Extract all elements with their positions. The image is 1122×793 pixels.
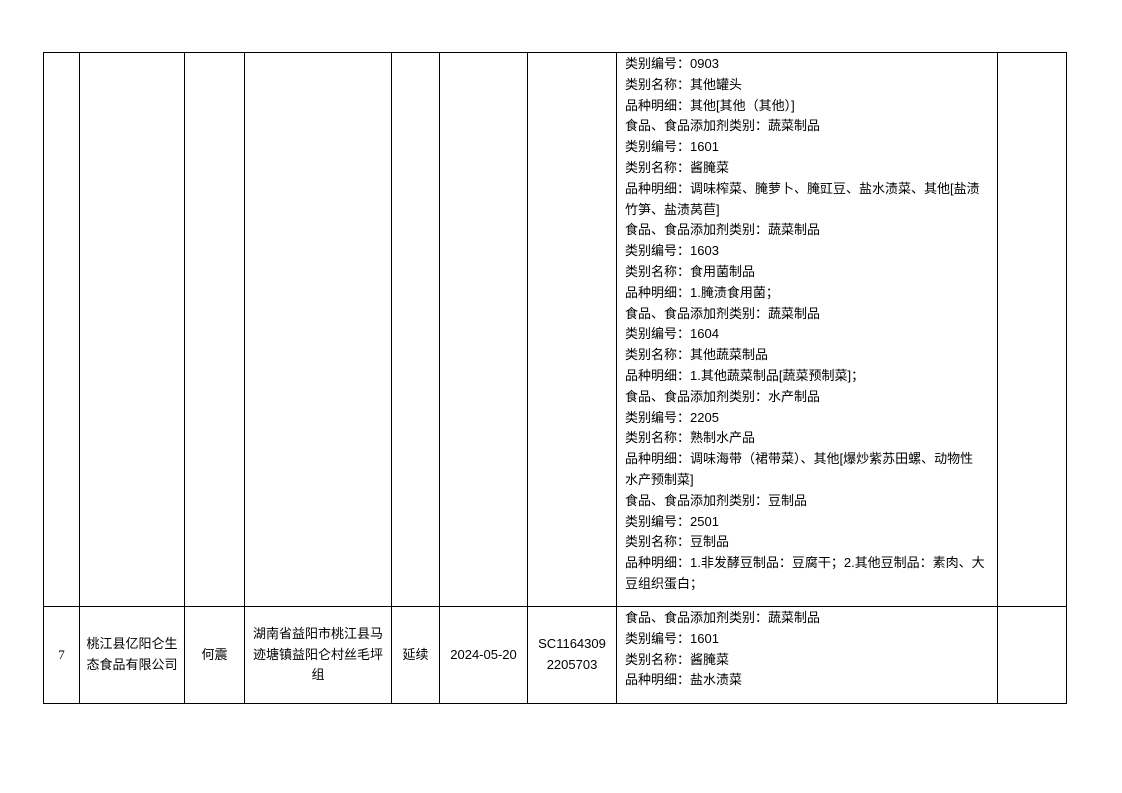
detail-line: 品种明细：调味海带（裙带菜）、其他[爆炒紫苏田螺、动物性	[625, 451, 974, 467]
detail-line: 食品、食品添加剂类别：蔬菜制品	[625, 118, 821, 134]
company-cell	[79, 52, 185, 607]
legal-rep-cell: 何震	[184, 606, 245, 704]
table-row: 类别编号：0903 类别名称：其他罐头品种明细：其他[其他（其他）] 食品、食品添加…	[43, 52, 1067, 607]
detail-line: 豆组织蛋白；	[625, 575, 704, 591]
detail-line: 类别编号：1601	[625, 139, 719, 155]
detail-line: 水产预制菜]	[625, 471, 694, 487]
license-no-cell: SC11643092205703	[527, 606, 617, 704]
detail-line: 品种明细：1.腌渍食用菌；	[625, 284, 779, 300]
detail-line: 食品、食品添加剂类别：豆制品	[625, 492, 808, 508]
index-cell: 7	[43, 606, 80, 704]
detail-line: 食品、食品添加剂类别：蔬菜制品	[625, 610, 821, 625]
table-row: 7 桃江县亿阳仑生态食品有限公司 何震 湖南省益阳市桃江县马迹塘镇益阳仑村丝毛坪…	[43, 606, 1067, 704]
detail-line: 类别名称：酱腌菜	[625, 651, 730, 667]
detail-line: 类别编号：2205	[625, 409, 719, 425]
license-no-cell	[527, 52, 617, 607]
detail-line: 竹笋、盐渍莴苣]	[625, 201, 720, 217]
detail-line: 品种明细：其他[其他（其他）]	[625, 97, 795, 113]
address-cell	[244, 52, 392, 607]
detail-line: 类别编号：0903	[625, 56, 719, 71]
detail-line: 品种明细：1.非发酵豆制品：豆腐干；2.其他豆制品：素肉、大	[625, 555, 985, 571]
detail-line: 品种明细：调味榨菜、腌萝卜、腌豇豆、盐水渍菜、其他[盐渍	[625, 180, 980, 196]
detail-line: 食品、食品添加剂类别：蔬菜制品	[625, 305, 821, 321]
details-cell: 类别编号：0903 类别名称：其他罐头品种明细：其他[其他（其他）] 食品、食品添加…	[616, 52, 998, 607]
detail-line: 类别编号：2501	[625, 513, 719, 529]
detail-line: 类别名称：熟制水产品	[625, 430, 756, 446]
license-no: SC11643092205703	[538, 636, 606, 672]
detail-line: 类别编号：1604	[625, 326, 719, 342]
detail-line: 食品、食品添加剂类别：水产制品	[625, 388, 821, 404]
detail-line: 类别编号：1603	[625, 243, 719, 259]
remark-cell	[997, 52, 1067, 607]
type-cell: 延续	[391, 606, 440, 704]
license-table: 类别编号：0903 类别名称：其他罐头品种明细：其他[其他（其他）] 食品、食品添加…	[43, 52, 1067, 704]
company-cell: 桃江县亿阳仑生态食品有限公司	[79, 606, 185, 704]
detail-line: 类别名称：豆制品	[625, 534, 730, 550]
index-cell	[43, 52, 80, 607]
legal-rep-cell	[184, 52, 245, 607]
remark-cell	[997, 606, 1067, 704]
detail-line: 类别名称：其他蔬菜制品	[625, 347, 769, 363]
detail-line: 类别名称：食用菌制品	[625, 263, 756, 279]
company-name: 桃江县亿阳仑生态食品有限公司	[86, 636, 178, 672]
detail-line: 食品、食品添加剂类别：蔬菜制品	[625, 222, 821, 238]
type-cell	[391, 52, 440, 607]
detail-line: 类别编号：1601	[625, 630, 719, 646]
detail-line: 类别名称：其他罐头	[625, 76, 743, 92]
date-cell	[439, 52, 528, 607]
detail-line: 品种明细：盐水渍菜	[625, 672, 743, 688]
date-cell: 2024-05-20	[439, 606, 528, 704]
detail-line: 类别名称：酱腌菜	[625, 159, 730, 175]
detail-line: 品种明细：1.其他蔬菜制品[蔬菜预制菜]；	[625, 367, 865, 383]
details-cell: 食品、食品添加剂类别：蔬菜制品 类别编号：1601 类别名称：酱腌菜 品种明细：盐水渍…	[616, 606, 998, 704]
address-cell: 湖南省益阳市桃江县马迹塘镇益阳仑村丝毛坪组	[244, 606, 392, 704]
address-text: 湖南省益阳市桃江县马迹塘镇益阳仑村丝毛坪组	[253, 625, 384, 683]
